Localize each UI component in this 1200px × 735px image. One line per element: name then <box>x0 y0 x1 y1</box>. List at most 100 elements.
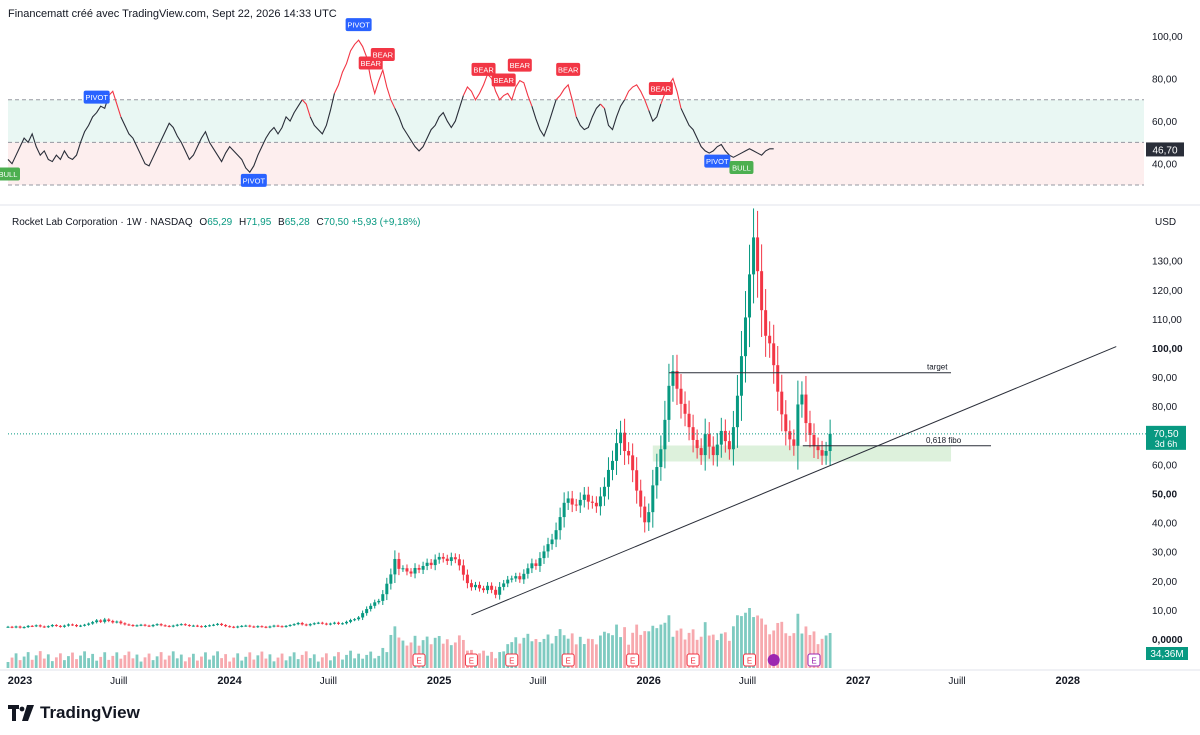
volume-bar <box>671 636 675 668</box>
candle-body <box>365 609 369 614</box>
oscillator-line-segment-1 <box>108 90 122 118</box>
volume-bar <box>91 653 95 668</box>
volume-bar <box>675 630 679 668</box>
signal-marker-label: BEAR <box>373 50 394 59</box>
tradingview-logo[interactable]: TradingView <box>8 703 140 723</box>
candle-body <box>103 619 107 622</box>
signal-marker-bear: BEAR <box>471 62 496 76</box>
candle-body <box>276 625 280 627</box>
volume-bar <box>687 632 691 668</box>
oscillator-line-segment-7 <box>462 73 533 107</box>
candle-body <box>731 427 735 450</box>
candle-body <box>606 469 610 487</box>
oscillator-line-segment-6 <box>394 95 464 152</box>
volume-bar <box>171 651 175 668</box>
candle-body <box>30 625 34 627</box>
volume-bar <box>139 661 143 668</box>
candle-body <box>441 556 445 559</box>
candle-body <box>236 626 240 628</box>
volume-bar <box>312 654 316 668</box>
signal-marker-bear: BEAR <box>491 73 516 87</box>
volume-bar <box>530 641 534 668</box>
signal-marker-box <box>345 18 372 32</box>
candle-body <box>748 274 752 318</box>
close-value: 70,50 <box>323 217 349 228</box>
overbought-band <box>8 99 1144 143</box>
signal-marker-box <box>729 161 754 175</box>
candle-body <box>42 626 46 628</box>
tradingview-logo-icon <box>8 705 34 721</box>
volume-bar <box>699 636 703 668</box>
osc-tick-label: 60,00 <box>1152 117 1177 128</box>
candle-body <box>820 450 824 456</box>
volume-bar <box>244 656 248 668</box>
candle-body <box>216 623 220 625</box>
time-tick-label: Juill <box>529 676 546 687</box>
volume-bar <box>393 626 397 668</box>
support-zone <box>652 445 952 462</box>
candle-body <box>445 558 449 562</box>
candle-body <box>95 620 99 623</box>
signal-marker-label: BEAR <box>510 61 531 70</box>
earnings-marker-box <box>743 653 757 667</box>
volume-bar <box>643 631 647 668</box>
candle-body <box>566 498 570 503</box>
price-tick-label: 50,00 <box>1152 490 1177 501</box>
candle-body <box>135 625 139 627</box>
volume-bar <box>482 650 485 668</box>
volume-bar <box>574 644 578 668</box>
volume-bar <box>288 656 292 668</box>
volume-bar <box>248 652 252 668</box>
volume-bar <box>22 656 26 668</box>
volume-bar <box>570 633 574 668</box>
volume-bar <box>224 654 228 668</box>
time-tick-label: 2023 <box>8 675 32 687</box>
candle-body <box>768 335 772 344</box>
volume-bar <box>26 652 30 668</box>
volume-bar <box>30 659 34 668</box>
volume-bar <box>820 638 824 668</box>
oscillator-line-segment-11 <box>600 103 605 109</box>
volume-bar <box>772 630 776 668</box>
volume-bar <box>804 626 808 668</box>
candle-body <box>760 271 764 311</box>
volume-bar <box>736 615 739 668</box>
candle-body <box>175 624 179 626</box>
osc-tick-label: 100,00 <box>1152 32 1183 43</box>
volume-bar <box>639 634 643 668</box>
candle-body <box>784 414 788 432</box>
volume-bar <box>75 659 78 668</box>
candle-body <box>542 551 546 559</box>
time-tick-label: Juill <box>320 676 337 687</box>
volume-bar <box>191 653 195 668</box>
volume-bar <box>578 636 582 668</box>
volume-bar <box>353 658 356 668</box>
candle-body <box>199 626 203 628</box>
candle-body <box>546 544 550 552</box>
candle-body <box>486 585 490 591</box>
candle-body <box>671 370 675 386</box>
candle-body <box>50 625 54 627</box>
volume-bar <box>167 655 171 668</box>
change-value: +5,93 (+9,18%) <box>351 217 421 228</box>
oscillator-line-segment-5 <box>333 39 396 109</box>
volume-bar <box>308 658 312 668</box>
candle-body <box>385 583 389 595</box>
candle-body <box>369 605 373 610</box>
candle-body <box>623 432 627 452</box>
candle-body <box>586 494 590 502</box>
candle-body <box>421 565 425 570</box>
volume-bar <box>284 660 288 668</box>
volume-bar <box>361 658 365 668</box>
candle-body <box>526 568 530 574</box>
candle-body <box>401 568 405 570</box>
volume-bar <box>514 637 518 668</box>
volume-bar <box>187 657 191 668</box>
symbol-name[interactable]: Rocket Lab Corporation · 1W · NASDAQ <box>12 217 193 228</box>
time-tick-label: 2028 <box>1056 675 1080 687</box>
volume-bar <box>183 661 187 668</box>
volume-bar <box>292 652 296 668</box>
candle-body <box>473 584 477 588</box>
candle-body <box>292 624 296 626</box>
